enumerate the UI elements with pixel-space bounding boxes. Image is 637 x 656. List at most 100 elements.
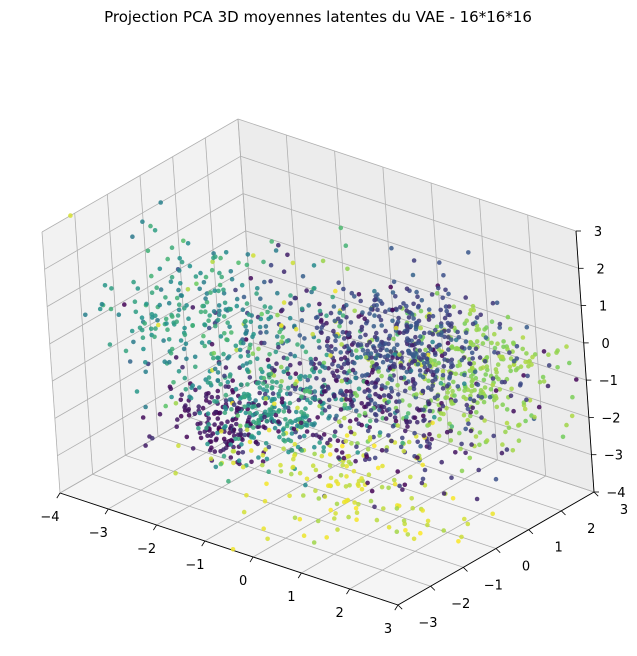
data-point — [420, 388, 426, 394]
data-point — [279, 379, 284, 384]
data-point — [369, 370, 375, 375]
data-point — [99, 301, 105, 307]
data-point — [360, 310, 365, 315]
data-point — [444, 405, 449, 411]
data-point — [176, 287, 181, 293]
data-point — [287, 315, 293, 321]
data-point — [299, 318, 305, 323]
data-point — [449, 475, 454, 481]
data-point — [410, 272, 416, 278]
data-point — [493, 476, 499, 482]
data-point — [425, 518, 431, 524]
data-point — [317, 361, 322, 366]
data-point — [540, 374, 546, 380]
data-point — [375, 292, 380, 297]
data-point — [433, 362, 438, 368]
data-point — [332, 318, 338, 324]
data-point — [339, 342, 344, 347]
data-point — [469, 374, 474, 379]
data-point — [359, 327, 364, 333]
data-point — [211, 355, 216, 361]
data-point — [257, 324, 263, 330]
data-point — [354, 417, 359, 422]
data-point — [287, 391, 293, 397]
data-point — [169, 346, 175, 352]
data-point — [344, 405, 350, 411]
data-point — [248, 276, 254, 281]
data-point — [371, 324, 377, 329]
data-point — [156, 322, 161, 328]
data-point — [311, 369, 317, 375]
data-point — [418, 325, 424, 331]
data-point — [223, 307, 229, 312]
x-tick-label: −2 — [137, 542, 156, 557]
data-point — [389, 245, 394, 251]
data-point — [516, 438, 522, 444]
data-point — [148, 223, 153, 229]
data-point — [334, 378, 339, 384]
data-point — [229, 407, 234, 412]
grid-line-z-left — [59, 379, 257, 494]
data-point — [134, 389, 140, 394]
data-point — [426, 401, 432, 407]
data-point — [340, 443, 345, 449]
data-point — [314, 325, 320, 331]
data-point — [209, 445, 214, 451]
data-point — [354, 444, 359, 450]
data-point — [384, 347, 390, 353]
data-point — [350, 367, 356, 373]
data-point — [418, 357, 424, 362]
data-point — [393, 325, 399, 331]
data-point — [274, 334, 280, 339]
data-point — [292, 515, 298, 521]
data-point — [376, 393, 381, 399]
data-point — [422, 467, 428, 473]
data-point — [264, 456, 270, 462]
data-point — [211, 309, 217, 314]
data-point — [180, 364, 185, 370]
data-point — [470, 356, 476, 361]
data-point — [420, 508, 426, 513]
data-point — [278, 383, 284, 389]
chart-title: Projection PCA 3D moyennes latentes du V… — [104, 8, 532, 26]
data-point — [475, 382, 481, 388]
data-point — [365, 428, 371, 434]
data-point — [215, 370, 221, 375]
data-point — [447, 376, 452, 381]
data-point — [349, 290, 355, 296]
data-point — [480, 341, 486, 346]
data-point — [349, 352, 355, 358]
data-point — [408, 323, 414, 329]
data-point — [493, 393, 498, 399]
data-point — [178, 281, 183, 286]
data-point — [369, 488, 375, 494]
data-point — [179, 259, 185, 265]
grid-line-y-floor — [223, 398, 562, 512]
y-tick-mark — [463, 567, 468, 572]
data-point — [403, 528, 408, 533]
data-point — [269, 239, 275, 244]
data-point — [374, 362, 379, 367]
data-point — [181, 346, 187, 352]
data-point — [185, 408, 191, 414]
data-point — [221, 291, 227, 296]
data-point — [264, 384, 270, 389]
data-point — [168, 386, 174, 392]
data-point — [242, 404, 247, 410]
data-point — [391, 279, 397, 285]
data-point — [397, 399, 402, 404]
data-point — [268, 262, 274, 268]
data-point — [133, 309, 139, 315]
data-point — [345, 266, 350, 272]
data-point — [436, 285, 441, 291]
data-point — [364, 454, 370, 459]
data-point — [321, 377, 327, 383]
data-point — [481, 377, 487, 383]
data-point — [420, 476, 426, 482]
data-point — [173, 401, 179, 406]
data-point — [116, 312, 122, 318]
data-point — [442, 351, 448, 357]
data-point — [524, 351, 529, 356]
data-point — [216, 288, 221, 294]
data-point — [246, 353, 251, 359]
